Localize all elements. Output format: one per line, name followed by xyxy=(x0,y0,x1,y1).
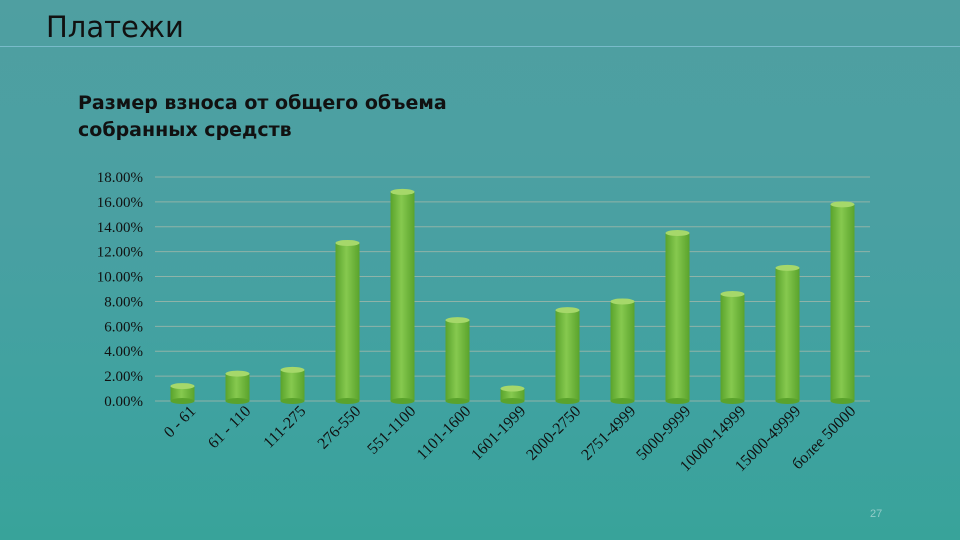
slide-title: Платежи xyxy=(46,10,184,44)
bar-body xyxy=(665,233,690,401)
bar xyxy=(665,230,690,404)
bar-cap xyxy=(500,385,525,392)
y-tick-label: 16.00% xyxy=(97,195,143,211)
x-tick-label: 111-275 xyxy=(260,403,309,452)
bar-base xyxy=(610,398,635,404)
chart-gridlines xyxy=(155,176,870,402)
y-tick-label: 10.00% xyxy=(97,270,143,286)
bar xyxy=(280,366,305,404)
bar-body xyxy=(775,267,800,401)
bar xyxy=(720,290,745,404)
bar-cap xyxy=(445,317,470,324)
x-axis-ticks: 0 - 61 61 - 110 111-275 276-550 551-11001101… xyxy=(161,403,859,475)
bar-body xyxy=(170,386,195,401)
bar xyxy=(335,239,360,404)
bar xyxy=(775,264,800,404)
bar-body xyxy=(555,310,580,401)
bar-base xyxy=(555,398,580,404)
bar-body xyxy=(445,320,470,401)
bar-body xyxy=(225,373,250,401)
bar-base xyxy=(335,398,360,404)
bar xyxy=(500,385,525,404)
bar-cap xyxy=(170,383,195,390)
bar-base xyxy=(280,398,305,404)
bar-cap xyxy=(665,230,690,236)
bar xyxy=(225,370,250,404)
bar-base xyxy=(225,398,250,404)
x-tick-label: 2751-4999 xyxy=(578,403,639,464)
bar-cap xyxy=(830,201,855,208)
bar-cap xyxy=(390,188,415,195)
bar xyxy=(610,298,635,404)
bar-body xyxy=(500,388,525,401)
bar-base xyxy=(775,398,800,404)
x-tick-label: 1101-1600 xyxy=(414,403,475,464)
y-tick-label: 8.00% xyxy=(104,294,143,310)
y-tick-label: 6.00% xyxy=(104,319,143,335)
y-tick-label: 2.00% xyxy=(104,369,143,385)
x-tick-label: 61 - 110 xyxy=(205,403,254,452)
bar-cap xyxy=(610,298,635,305)
bar-cap xyxy=(555,307,580,314)
bar-body xyxy=(390,191,415,401)
page-number: 27 xyxy=(870,508,883,520)
bar-base xyxy=(830,398,855,404)
title-divider xyxy=(0,46,960,47)
bar xyxy=(390,188,415,404)
chart-title: Размер взноса от общего объема собранных… xyxy=(78,92,447,141)
bar-cap xyxy=(775,264,800,271)
y-tick-label: 4.00% xyxy=(104,344,143,360)
x-tick-label: 276-550 xyxy=(315,403,365,453)
x-tick-label: 551-1100 xyxy=(364,403,419,458)
bar-base xyxy=(390,398,415,404)
bar xyxy=(170,383,195,404)
bar xyxy=(830,201,855,404)
bar-cap xyxy=(280,366,305,373)
x-tick-label: 2000-2750 xyxy=(523,403,584,464)
x-tick-label: 1601-1999 xyxy=(468,403,529,464)
bar-body xyxy=(610,301,635,401)
bar-base xyxy=(170,398,195,404)
bar-body xyxy=(335,242,360,401)
bar-base xyxy=(445,398,470,404)
bar-cap xyxy=(335,239,360,246)
bar-body xyxy=(280,369,305,401)
bar xyxy=(445,317,470,404)
y-tick-label: 0.00% xyxy=(104,394,143,410)
y-axis-ticks: 18.00% 16.00% 14.00% 12.00% 10.00% 8.00% 6.00%… xyxy=(97,170,143,410)
bar-body xyxy=(830,204,855,401)
bar-base xyxy=(665,398,690,404)
bar xyxy=(555,307,580,404)
bar-cap xyxy=(720,290,745,297)
y-tick-label: 14.00% xyxy=(97,220,143,236)
x-tick-label: 0 - 61 xyxy=(161,403,199,441)
bar-body xyxy=(720,293,745,401)
bar-base xyxy=(500,398,525,404)
bar-base xyxy=(720,398,745,404)
y-tick-label: 18.00% xyxy=(97,170,143,186)
y-tick-label: 12.00% xyxy=(97,245,143,261)
chart-bars xyxy=(170,188,855,404)
bar-cap xyxy=(225,370,250,377)
